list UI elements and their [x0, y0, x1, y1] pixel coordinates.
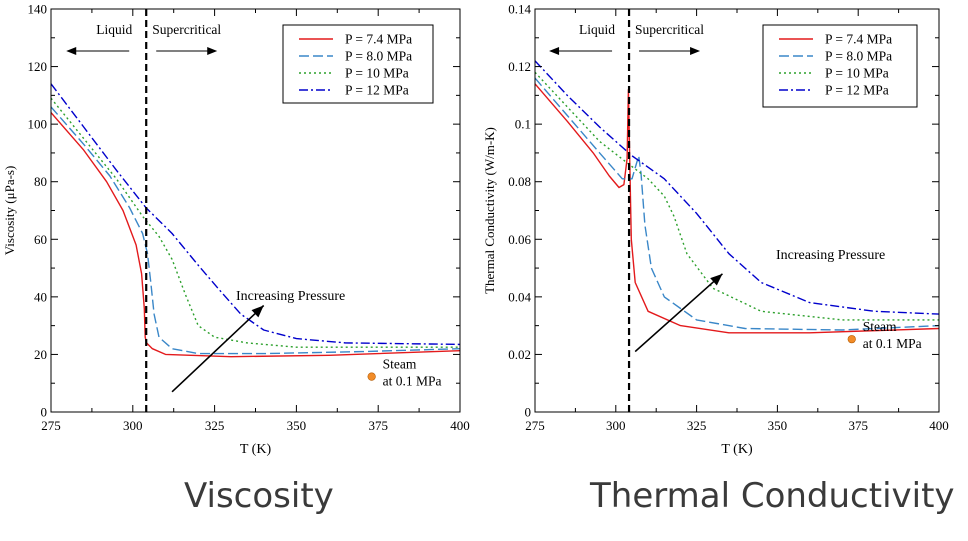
legend-label-3: P = 10 MPa [345, 66, 409, 81]
steam-label-line2: at 0.1 MPa [383, 374, 442, 389]
x-tick-label: 325 [205, 418, 225, 433]
series-line-2 [51, 106, 460, 355]
region-label-liquid: Liquid [96, 22, 132, 37]
series-line-1 [51, 112, 460, 358]
x-tick-label: 350 [287, 418, 307, 433]
series-line-3 [535, 71, 939, 321]
y-tick-label: 0 [41, 405, 48, 420]
legend-label-1: P = 7.4 MPa [345, 32, 412, 47]
x-axis-label: T (K) [240, 442, 272, 457]
legend-label-4: P = 12 MPa [825, 83, 889, 98]
caption-thermal-conductivity: Thermal Conductivity [590, 476, 955, 516]
x-tick-label: 300 [606, 418, 626, 433]
x-tick-label: 400 [929, 418, 949, 433]
steam-label-line1: Steam [863, 319, 897, 334]
pressure-annotation: Increasing Pressure [236, 289, 345, 304]
series-line-1 [535, 83, 939, 334]
y-axis-label: Viscosity (μPa-s) [2, 166, 17, 256]
series-line-3 [51, 97, 460, 348]
steam-label-line1: Steam [383, 357, 417, 372]
y-tick-label: 0 [525, 405, 532, 420]
x-tick-label: 375 [848, 418, 868, 433]
supercritical-arrow-head [690, 47, 701, 55]
series-line-4 [535, 60, 939, 315]
x-tick-label: 300 [123, 418, 143, 433]
pressure-annotation: Increasing Pressure [776, 248, 885, 263]
steam-marker [367, 372, 376, 381]
x-tick-label: 375 [368, 418, 388, 433]
pressure-arrow-head [710, 273, 723, 286]
series-line-2 [535, 77, 939, 331]
series-line-4 [51, 83, 460, 346]
y-tick-label: 0.12 [508, 59, 531, 74]
thermal-conductivity-chart: 275 300 325 350 375 400 0 0.02 0.04 0.06 0.08 0.1 0.… [482, 2, 949, 458]
region-label-liquid: Liquid [579, 22, 615, 37]
y-tick-label: 140 [28, 2, 48, 17]
y-tick-label: 0.04 [508, 289, 531, 304]
steam-label-line2: at 0.1 MPa [863, 336, 922, 351]
x-axis-label: T (K) [721, 442, 753, 457]
steam-marker [847, 335, 856, 344]
viscosity-chart: 275 300 325 350 375 400 0 20 40 60 80 100 120 140 T (K… [2, 2, 470, 458]
pressure-arrow-line [171, 304, 265, 393]
x-tick-label: 325 [687, 418, 707, 433]
legend-label-4: P = 12 MPa [345, 83, 409, 98]
y-tick-label: 120 [28, 59, 48, 74]
supercritical-arrow-head [207, 47, 218, 55]
x-tick-label: 350 [768, 418, 788, 433]
y-tick-label: 0.1 [515, 117, 531, 132]
legend-label-2: P = 8.0 MPa [345, 49, 412, 64]
x-tick-label: 275 [525, 418, 545, 433]
y-axis-label: Thermal Conductivity (W/m-K) [482, 127, 497, 294]
legend-label-3: P = 10 MPa [825, 66, 889, 81]
y-tick-label: 0.02 [508, 347, 531, 362]
y-tick-label: 80 [34, 174, 47, 189]
y-tick-label: 0.08 [508, 174, 531, 189]
y-tick-label: 0.14 [508, 2, 531, 17]
pressure-arrow-line [634, 273, 723, 353]
x-tick-label: 275 [41, 418, 61, 433]
caption-viscosity: Viscosity [184, 476, 334, 516]
region-label-supercritical: Supercritical [152, 22, 221, 37]
legend-label-2: P = 8.0 MPa [825, 49, 892, 64]
liquid-arrow-head [66, 47, 77, 55]
y-tick-label: 100 [28, 117, 48, 132]
y-tick-label: 60 [34, 232, 47, 247]
region-label-supercritical: Supercritical [635, 22, 704, 37]
legend-label-1: P = 7.4 MPa [825, 32, 892, 47]
x-tick-label: 400 [450, 418, 470, 433]
pressure-arrow-head [251, 305, 264, 318]
y-tick-label: 20 [34, 347, 47, 362]
y-tick-label: 40 [34, 289, 47, 304]
liquid-arrow-head [549, 47, 560, 55]
y-tick-label: 0.06 [508, 232, 531, 247]
